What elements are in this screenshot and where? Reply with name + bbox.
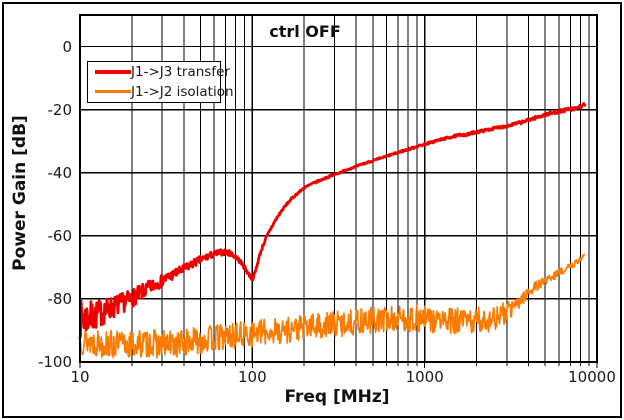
y-tick-label: -60 xyxy=(47,226,73,245)
isolation-line-swatch xyxy=(95,90,131,94)
series-line-j1-j3-transfer xyxy=(78,102,587,340)
y-tick-label: -40 xyxy=(47,163,73,182)
y-tick-label: -80 xyxy=(47,289,73,308)
y-tick-label: 0 xyxy=(62,37,72,56)
x-axis-title: Freq [MHz] xyxy=(284,387,390,407)
legend-label-transfer: J1->J3 transfer xyxy=(131,64,230,81)
y-tick-label: -20 xyxy=(47,100,73,119)
y-tick-label: -100 xyxy=(37,353,72,371)
legend-box: J1->J3 transfer J1->J2 isolation xyxy=(87,61,234,103)
legend-item-isolation: J1->J2 isolation xyxy=(88,82,234,101)
plot-border xyxy=(79,14,598,363)
legend-item-transfer: J1->J3 transfer xyxy=(88,63,230,82)
transfer-line-swatch xyxy=(95,70,131,75)
y-axis-title: Power Gain [dB] xyxy=(10,115,30,271)
x-tick-label: 10 xyxy=(70,368,90,386)
x-tick-label: 10000 xyxy=(568,368,616,386)
chart-title: ctrl OFF xyxy=(269,22,341,41)
legend-label-isolation: J1->J2 isolation xyxy=(131,83,234,100)
x-tick-label: 100 xyxy=(238,368,267,386)
x-tick-label: 1000 xyxy=(405,368,444,386)
series-line-j1-j2-isolation xyxy=(79,253,586,359)
